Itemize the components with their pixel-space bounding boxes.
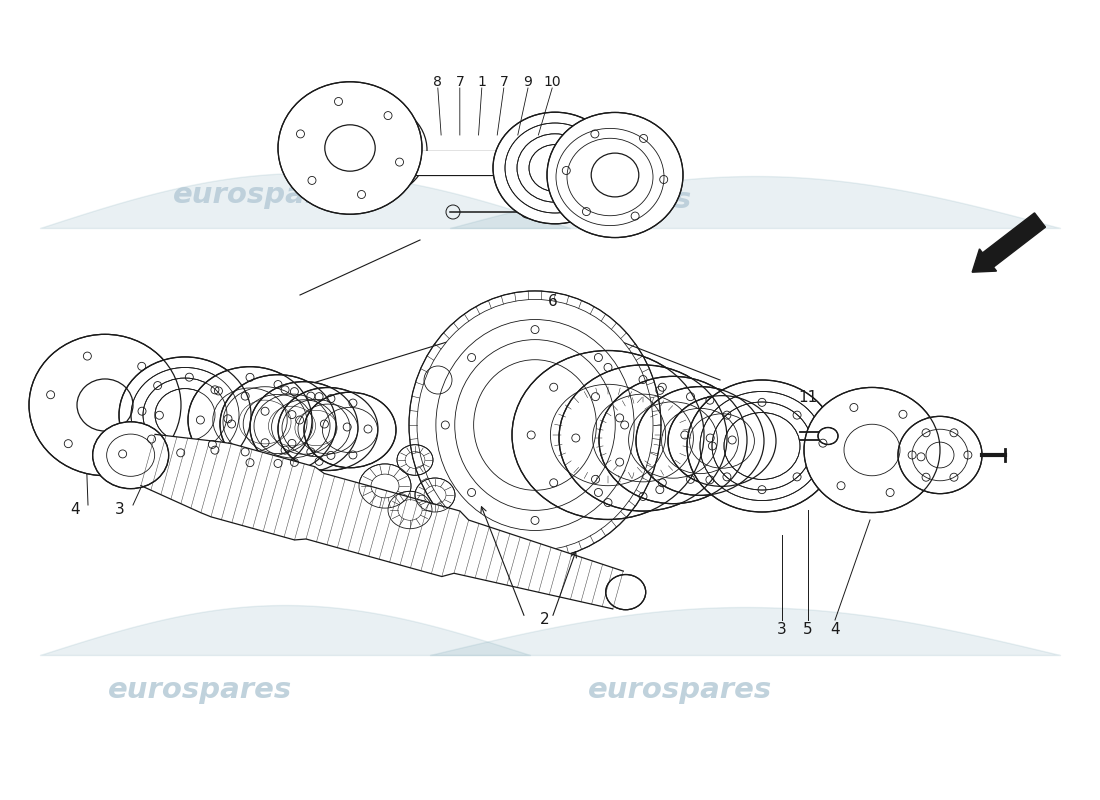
Text: 2: 2 <box>540 613 550 627</box>
Ellipse shape <box>278 387 378 470</box>
Ellipse shape <box>700 391 824 501</box>
Ellipse shape <box>898 416 982 494</box>
Ellipse shape <box>188 366 312 474</box>
Ellipse shape <box>29 334 182 476</box>
Ellipse shape <box>278 82 422 214</box>
Text: 8: 8 <box>433 75 442 89</box>
Text: 6: 6 <box>548 294 558 310</box>
Ellipse shape <box>804 387 940 513</box>
Ellipse shape <box>397 445 433 475</box>
Ellipse shape <box>220 374 336 474</box>
Ellipse shape <box>606 574 646 610</box>
Ellipse shape <box>668 396 775 486</box>
Text: 9: 9 <box>524 75 532 89</box>
Text: 5: 5 <box>803 622 813 638</box>
Bar <box>398 151 544 175</box>
Ellipse shape <box>712 402 812 490</box>
Polygon shape <box>141 434 624 609</box>
Text: eurospares: eurospares <box>587 676 772 704</box>
Ellipse shape <box>131 367 239 462</box>
Ellipse shape <box>688 380 837 512</box>
Ellipse shape <box>529 145 581 191</box>
Text: 7: 7 <box>455 75 464 89</box>
FancyArrow shape <box>972 213 1045 272</box>
Ellipse shape <box>119 357 251 473</box>
Text: eurospares: eurospares <box>508 186 692 214</box>
Ellipse shape <box>505 123 605 213</box>
Ellipse shape <box>724 413 800 479</box>
Ellipse shape <box>493 112 617 224</box>
Ellipse shape <box>512 350 704 519</box>
Text: 11: 11 <box>799 390 817 405</box>
Ellipse shape <box>304 392 396 468</box>
Ellipse shape <box>143 378 227 452</box>
Text: eurospares: eurospares <box>173 181 358 209</box>
Ellipse shape <box>388 491 432 529</box>
Ellipse shape <box>417 299 653 550</box>
Ellipse shape <box>415 478 455 512</box>
Ellipse shape <box>517 134 593 202</box>
Text: 1: 1 <box>477 75 486 89</box>
Ellipse shape <box>636 386 764 495</box>
Ellipse shape <box>600 376 747 504</box>
Ellipse shape <box>359 464 411 508</box>
Ellipse shape <box>250 382 358 472</box>
Text: 3: 3 <box>777 622 786 638</box>
Text: 4: 4 <box>830 622 839 638</box>
Text: 10: 10 <box>543 75 561 89</box>
Text: 4: 4 <box>70 502 80 518</box>
Text: 3: 3 <box>116 502 125 518</box>
Ellipse shape <box>155 389 214 442</box>
Text: 7: 7 <box>499 75 508 89</box>
Text: eurospares: eurospares <box>108 676 293 704</box>
Ellipse shape <box>559 365 727 511</box>
Ellipse shape <box>818 427 838 445</box>
Ellipse shape <box>547 113 683 238</box>
Ellipse shape <box>92 422 168 489</box>
